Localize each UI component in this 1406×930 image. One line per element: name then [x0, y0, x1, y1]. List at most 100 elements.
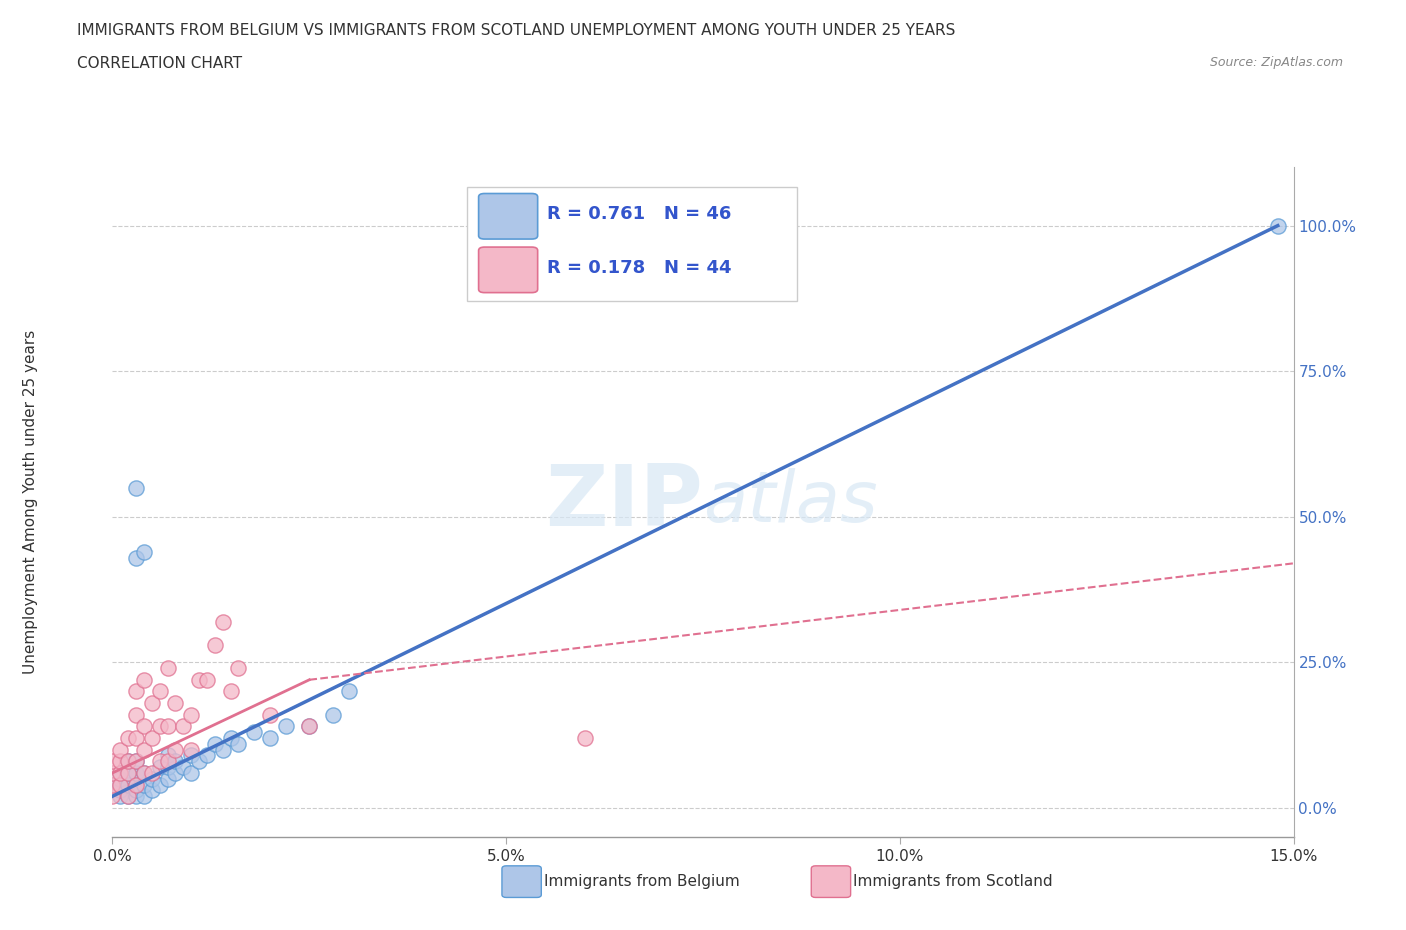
Point	[132, 544, 155, 559]
Point	[195, 672, 218, 687]
Point	[165, 754, 187, 769]
Text: Source: ZipAtlas.com: Source: ZipAtlas.com	[1209, 56, 1343, 69]
Point	[228, 660, 250, 675]
Point	[125, 777, 148, 792]
Point	[125, 550, 148, 565]
Point	[149, 760, 172, 775]
Point	[125, 777, 148, 792]
Point	[125, 731, 148, 746]
Point	[165, 696, 187, 711]
Point	[101, 765, 124, 780]
Point	[125, 783, 148, 798]
Point	[204, 637, 226, 652]
Text: atlas: atlas	[703, 468, 877, 537]
Point	[188, 672, 211, 687]
Point	[132, 672, 155, 687]
Point	[132, 789, 155, 804]
Point	[117, 765, 139, 780]
Point	[125, 754, 148, 769]
Point	[180, 748, 202, 763]
Point	[125, 789, 148, 804]
Point	[132, 765, 155, 780]
Point	[141, 765, 163, 780]
Point	[274, 719, 297, 734]
Point	[110, 777, 132, 792]
Point	[125, 684, 148, 698]
Point	[149, 684, 172, 698]
Text: ZIP: ZIP	[546, 460, 703, 544]
Point	[141, 771, 163, 786]
FancyBboxPatch shape	[467, 188, 797, 301]
Point	[298, 719, 321, 734]
Text: Unemployment Among Youth under 25 years: Unemployment Among Youth under 25 years	[24, 330, 38, 674]
Point	[156, 760, 179, 775]
Point	[110, 771, 132, 786]
Point	[165, 742, 187, 757]
Point	[228, 737, 250, 751]
Point	[101, 777, 124, 792]
Point	[117, 777, 139, 792]
Point	[149, 754, 172, 769]
Point	[125, 480, 148, 495]
Point	[141, 731, 163, 746]
Point	[141, 783, 163, 798]
Point	[149, 719, 172, 734]
Text: Immigrants from Belgium: Immigrants from Belgium	[544, 874, 740, 889]
Point	[110, 765, 132, 780]
Point	[337, 684, 360, 698]
Point	[101, 754, 124, 769]
Point	[156, 748, 179, 763]
Point	[132, 719, 155, 734]
Point	[125, 708, 148, 723]
Point	[156, 719, 179, 734]
Point	[117, 731, 139, 746]
Text: R = 0.761   N = 46: R = 0.761 N = 46	[547, 206, 731, 223]
Text: IMMIGRANTS FROM BELGIUM VS IMMIGRANTS FROM SCOTLAND UNEMPLOYMENT AMONG YOUTH UND: IMMIGRANTS FROM BELGIUM VS IMMIGRANTS FR…	[77, 23, 956, 38]
Point	[211, 742, 233, 757]
Point	[110, 765, 132, 780]
Point	[188, 754, 211, 769]
Point	[132, 777, 155, 792]
Text: CORRELATION CHART: CORRELATION CHART	[77, 56, 242, 71]
Point	[117, 754, 139, 769]
Point	[259, 708, 281, 723]
Point	[110, 754, 132, 769]
Point	[117, 754, 139, 769]
Point	[117, 789, 139, 804]
Point	[219, 731, 242, 746]
Point	[180, 742, 202, 757]
Text: Immigrants from Scotland: Immigrants from Scotland	[853, 874, 1053, 889]
Point	[156, 754, 179, 769]
Point	[132, 765, 155, 780]
Point	[125, 765, 148, 780]
FancyBboxPatch shape	[478, 247, 537, 293]
FancyBboxPatch shape	[478, 193, 537, 239]
Point	[101, 789, 124, 804]
Point	[211, 614, 233, 629]
Point	[141, 696, 163, 711]
Point	[110, 789, 132, 804]
Point	[117, 789, 139, 804]
Point	[110, 783, 132, 798]
Point	[243, 724, 266, 739]
Text: R = 0.178   N = 44: R = 0.178 N = 44	[547, 259, 731, 277]
Point	[156, 771, 179, 786]
Point	[172, 719, 194, 734]
Point	[1267, 219, 1289, 233]
Point	[117, 765, 139, 780]
Point	[298, 719, 321, 734]
Point	[219, 684, 242, 698]
Point	[259, 731, 281, 746]
Point	[125, 754, 148, 769]
Point	[180, 708, 202, 723]
Point	[110, 777, 132, 792]
Point	[195, 748, 218, 763]
Point	[322, 708, 344, 723]
Point	[180, 765, 202, 780]
Point	[204, 737, 226, 751]
Point	[156, 660, 179, 675]
Point	[101, 777, 124, 792]
Point	[165, 765, 187, 780]
Point	[149, 777, 172, 792]
Point	[110, 742, 132, 757]
